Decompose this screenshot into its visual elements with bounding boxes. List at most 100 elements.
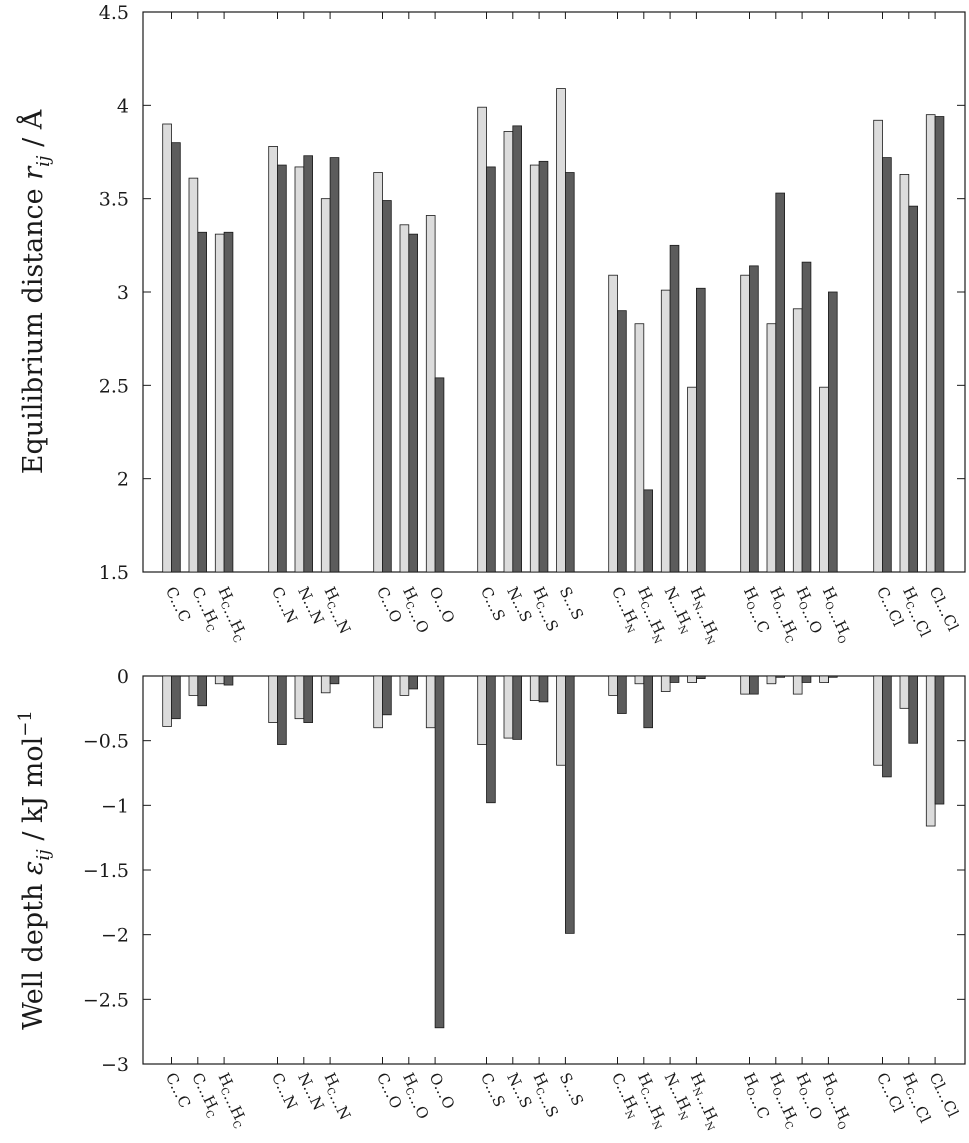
distance-bar-dark	[908, 205, 918, 573]
welldepth-bar-light	[399, 675, 410, 696]
distance-bar-light	[873, 119, 883, 573]
welldepth-bar-light	[162, 675, 172, 727]
welldepth-bar-light	[188, 675, 199, 696]
welldepth-category-label: HO...HO	[813, 1070, 860, 1132]
distance-plot-frame	[142, 11, 966, 573]
welldepth-bar-dark	[538, 675, 549, 703]
welldepth-bar-dark	[801, 675, 812, 683]
welldepth-bar-dark	[828, 675, 838, 678]
distance-bar-light	[556, 88, 566, 573]
distance-category-label: N...N	[294, 584, 328, 627]
welldepth-bar-light	[819, 675, 829, 683]
distance-bar-dark	[801, 261, 812, 573]
welldepth-bar-dark	[197, 675, 208, 707]
distance-bar-dark	[775, 192, 785, 573]
distance-bar-dark	[749, 265, 759, 573]
distance-bar-light	[268, 145, 278, 573]
welldepth-category-label: Cl...Cl	[926, 1070, 963, 1120]
welldepth-category-label: C...S	[477, 1070, 509, 1110]
distance-bar-dark	[197, 231, 208, 573]
welldepth-bar-light	[268, 675, 278, 723]
welldepth-bar-dark	[277, 675, 287, 745]
welldepth-bar-dark	[434, 675, 445, 1029]
distance-category-label: Cl...Cl	[926, 584, 963, 634]
welldepth-bar-dark	[749, 675, 759, 695]
welldepth-bar-light	[320, 675, 331, 694]
welldepth-bar-light	[214, 675, 225, 685]
welldepth-bar-light	[899, 675, 910, 709]
welldepth-plot-frame	[142, 675, 966, 1065]
distance-bar-light	[819, 386, 829, 573]
welldepth-ytick-label: −2.5	[83, 989, 129, 1011]
welldepth-category-label: C...Cl	[873, 1070, 907, 1115]
distance-ytick-label: 1.5	[99, 562, 129, 584]
welldepth-bar-dark	[512, 675, 522, 740]
distance-bar-dark	[565, 172, 575, 573]
distance-bar-light	[925, 114, 936, 573]
welldepth-bar-light	[477, 675, 487, 745]
welldepth-category-label: HC...HC	[208, 1070, 255, 1131]
welldepth-category-label: C...C	[162, 1070, 194, 1111]
distance-category-label: C...S	[477, 584, 509, 624]
distance-category-label: HO...HC	[760, 584, 807, 646]
distance-bar-light	[425, 215, 436, 573]
distance-bar-dark	[329, 157, 340, 573]
welldepth-ytick-label: 0	[117, 666, 129, 688]
distance-bar-light	[320, 198, 331, 573]
distance-category-label: O...O	[426, 584, 459, 626]
distance-bar-light	[162, 123, 172, 573]
distance-ytick-label: 3	[117, 282, 129, 304]
welldepth-ytick-label: −0.5	[83, 731, 129, 753]
welldepth-bar-light	[792, 675, 803, 695]
distance-category-label: N...S	[503, 584, 535, 625]
distance-ytick-label: 4	[117, 95, 129, 117]
distance-bar-light	[792, 308, 803, 573]
welldepth-bar-light	[766, 675, 777, 685]
welldepth-category-label: O...O	[426, 1070, 459, 1112]
welldepth-bar-dark	[643, 675, 653, 729]
distance-bar-light	[634, 323, 645, 573]
distance-category-label: C...C	[162, 584, 194, 625]
welldepth-bar-dark	[303, 675, 313, 723]
welldepth-ytick-label: −1.5	[83, 860, 129, 882]
welldepth-bar-dark	[934, 675, 945, 805]
welldepth-category-label: HC...Cl	[896, 1070, 938, 1126]
distance-bar-dark	[303, 155, 313, 573]
welldepth-bar-light	[873, 675, 883, 766]
distance-bar-dark	[696, 287, 706, 573]
welldepth-y-axis-title: Well depth εij / kJ mol−1	[15, 710, 54, 1030]
welldepth-bar-light	[294, 675, 305, 720]
welldepth-bar-light	[503, 675, 514, 739]
distance-bar-dark	[934, 116, 945, 573]
welldepth-ytick-label: −3	[101, 1054, 129, 1076]
distance-bar-light	[608, 274, 618, 573]
distance-bar-dark	[828, 291, 838, 573]
distance-bar-light	[660, 289, 671, 573]
welldepth-bar-dark	[775, 675, 785, 678]
distance-bar-light	[766, 323, 777, 573]
welldepth-bar-light	[425, 675, 436, 729]
distance-bar-light	[477, 106, 487, 573]
distance-bar-dark	[643, 489, 653, 573]
welldepth-bar-dark	[382, 675, 392, 716]
distance-bar-light	[529, 164, 540, 573]
distance-bar-dark	[669, 244, 680, 573]
distance-bar-dark	[512, 125, 522, 573]
welldepth-bar-dark	[669, 675, 680, 683]
distance-bar-dark	[882, 157, 892, 573]
distance-bar-dark	[486, 166, 496, 573]
distance-category-label: C...O	[373, 584, 406, 626]
distance-ytick-label: 2	[117, 469, 129, 491]
welldepth-bar-light	[529, 675, 540, 701]
welldepth-category-label: C...N	[268, 1070, 301, 1112]
welldepth-bar-light	[687, 675, 697, 683]
welldepth-bar-dark	[617, 675, 627, 714]
welldepth-bar-dark	[908, 675, 918, 744]
distance-bar-dark	[382, 200, 392, 573]
distance-bar-dark	[277, 164, 287, 573]
distance-bar-light	[188, 177, 199, 573]
welldepth-bar-dark	[171, 675, 181, 720]
distance-bar-light	[503, 131, 514, 573]
welldepth-category-label: S...S	[556, 1070, 587, 1109]
